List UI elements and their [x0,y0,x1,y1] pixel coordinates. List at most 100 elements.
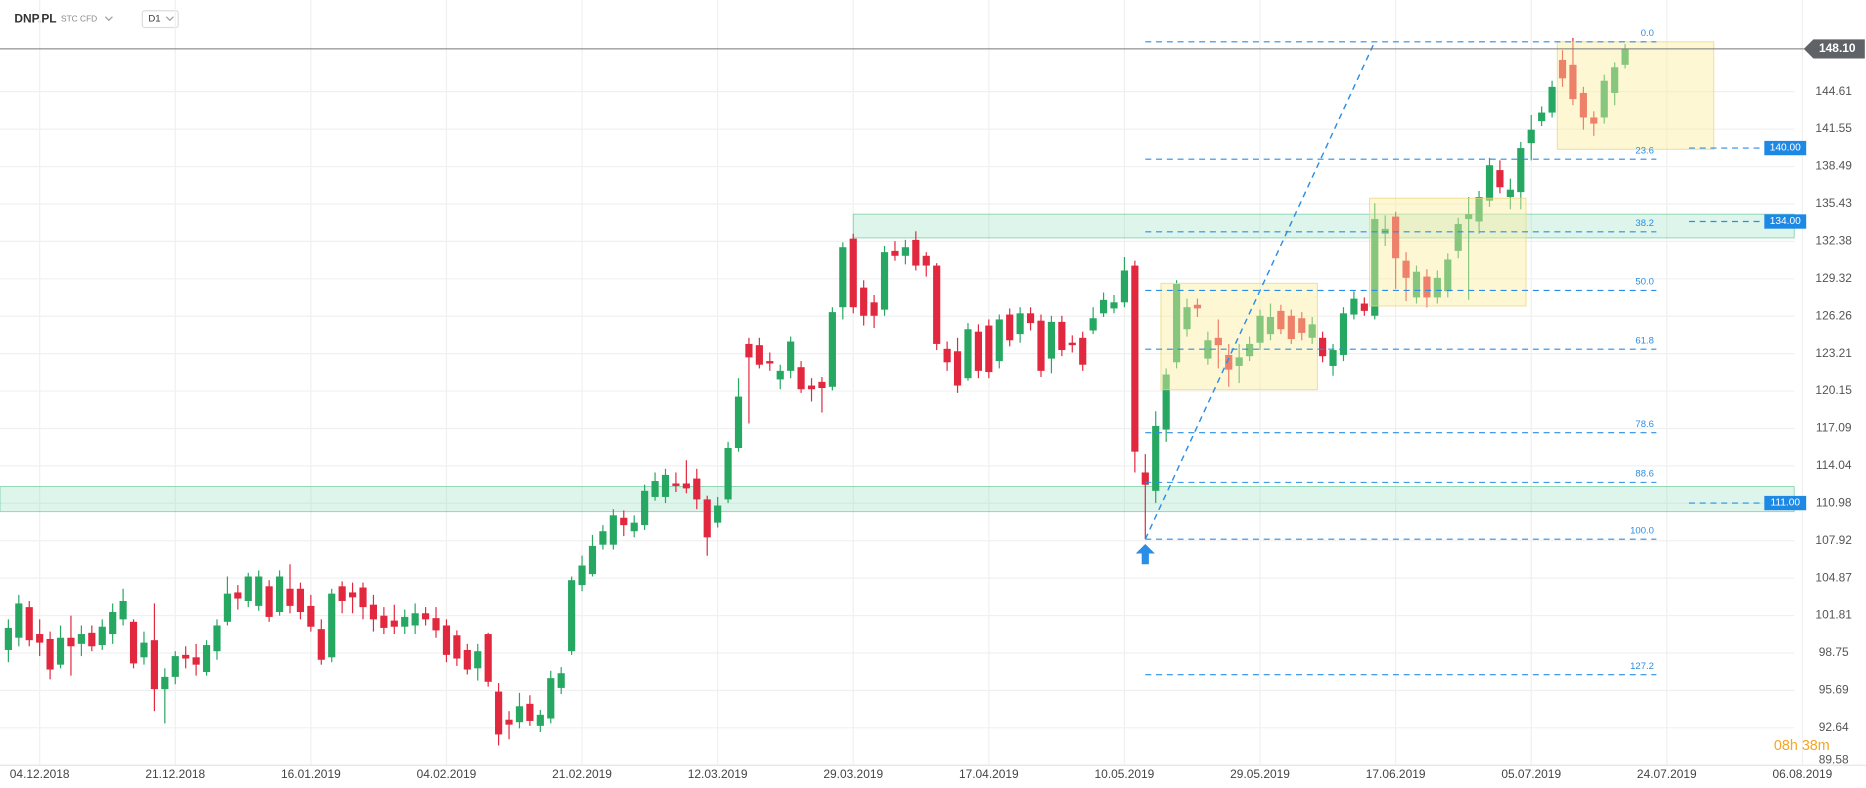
candle-body [1621,48,1629,65]
candle-body [641,490,649,526]
candle-body [119,601,127,620]
candle-body [599,531,607,545]
candle-body [880,252,889,310]
candle-body [901,247,909,256]
candle-body [1256,315,1264,343]
candle-body [807,385,816,390]
candle-body [1246,343,1254,357]
y-tick-label: 98.75 [1819,645,1849,659]
candle-body [1047,321,1056,359]
timeframe[interactable]: D1 [148,14,160,25]
candle-body [787,341,795,371]
candle-body [620,517,628,526]
candle-body [849,238,857,308]
candle-body [1506,189,1514,198]
candle-body [1402,260,1410,278]
candle-body [568,580,576,652]
candle-body [192,657,200,665]
candle-body [661,474,670,497]
candle-body [411,613,419,626]
candles [4,37,1629,746]
candle-body [818,381,826,388]
x-tick-label: 17.04.2019 [959,767,1019,781]
candle-body [693,478,701,500]
candle-body [1026,313,1035,324]
arrow-icon [1135,543,1155,565]
candle-body [36,634,44,643]
x-tick-label: 29.05.2019 [1230,767,1290,781]
trendline [1144,41,1376,540]
grid [0,0,1804,766]
candle-body [422,613,430,620]
current-price-label: 148.10 [1819,41,1856,55]
x-tick-label: 21.02.2019 [552,767,612,781]
fib-label: 23.6 [1635,145,1654,156]
candle-body [98,626,106,646]
candle-body [505,719,513,725]
candle-body [1016,313,1024,335]
candle-body [828,312,836,387]
candle-body [1454,223,1462,251]
candle-body [1120,270,1129,303]
candle-body [1319,337,1327,357]
candle-body [453,635,461,659]
candle-body [1329,350,1337,366]
candle-body [307,605,315,627]
candle-body [766,361,774,364]
y-tick-label: 123.21 [1815,346,1852,360]
y-tick-label: 141.55 [1815,121,1852,135]
candle-body [1579,92,1587,118]
candle-body [1538,112,1546,122]
timeframe-box[interactable] [141,10,179,29]
candle-body [1600,80,1608,118]
dropdown-icon[interactable] [104,16,113,22]
candle-body [286,588,294,606]
candle-body [630,522,638,532]
candle-body [1527,129,1535,144]
candle-body [609,515,617,545]
candle-body [1235,357,1243,366]
candle-body [870,302,878,316]
candle-body [860,287,868,316]
y-tick-label: 110.98 [1816,495,1852,509]
candle-body [109,612,117,635]
candle-body [129,621,138,664]
candle-body [1558,59,1567,79]
candle-body [234,592,242,599]
candle-body [1037,320,1045,371]
candle-body [1152,425,1160,491]
candle-body [1465,214,1473,220]
fib-label: 78.6 [1635,419,1654,430]
candle-body [484,634,492,682]
level-label: 140.00 [1770,143,1801,154]
candle-body [1006,314,1014,341]
candle-body [985,325,993,373]
range-box [1369,197,1527,307]
candle-body [1204,340,1212,359]
level-label-box [1764,140,1807,156]
candle-body [995,319,1003,362]
candle-body [1172,283,1181,363]
y-tick-label: 129.32 [1815,271,1852,285]
y-tick-label: 132.38 [1815,234,1852,248]
candle-body [578,565,586,586]
fib-label: 0.0 [1641,28,1654,39]
candle-body [25,607,33,641]
candle-body [15,603,23,638]
candle-body [202,645,211,673]
candle-body [1068,342,1076,346]
dropdown-icon[interactable] [165,16,174,22]
x-tick-label: 21.12.2018 [145,767,205,781]
candle-body [1360,303,1368,311]
candle-body [912,239,920,266]
symbol[interactable]: DNP.PL [14,11,56,25]
candle-body [557,673,565,688]
y-tick-label: 120.15 [1815,383,1852,397]
range-box [1556,41,1715,150]
candle-body [651,481,659,497]
level-label-box [1764,495,1807,511]
fib-label: 61.8 [1635,335,1654,346]
candle-body [4,627,12,650]
candle-body [348,592,357,598]
candle-body [1485,165,1494,201]
